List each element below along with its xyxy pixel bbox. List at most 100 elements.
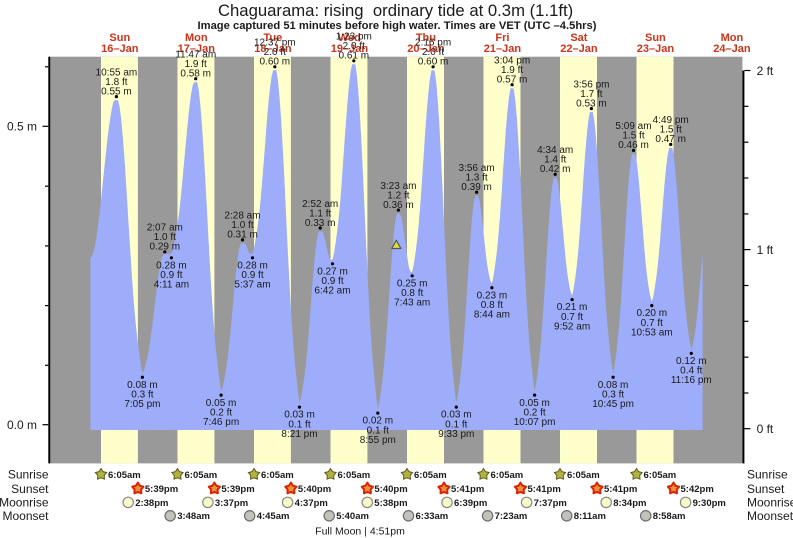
svg-text:0.3 ft: 0.3 ft (131, 389, 153, 400)
svg-text:Sun: Sun (645, 32, 666, 44)
svg-text:1.4 ft: 1.4 ft (544, 155, 566, 166)
svg-text:5:39pm: 5:39pm (145, 484, 178, 495)
svg-text:0.28 m: 0.28 m (156, 260, 187, 271)
svg-text:22–Jan: 22–Jan (560, 43, 598, 55)
svg-text:2:28 am: 2:28 am (224, 211, 260, 222)
svg-text:16–Jan: 16–Jan (101, 43, 139, 55)
svg-text:6:05am: 6:05am (491, 470, 524, 481)
svg-text:0.9 ft: 0.9 ft (241, 270, 263, 281)
svg-text:6:05am: 6:05am (644, 470, 677, 481)
svg-text:1.9 ft: 1.9 ft (185, 59, 207, 70)
svg-text:0.55 m: 0.55 m (101, 86, 132, 97)
svg-text:0.9 ft: 0.9 ft (160, 270, 182, 281)
svg-text:Moonset: Moonset (2, 509, 49, 523)
svg-text:5:39pm: 5:39pm (221, 484, 254, 495)
svg-text:1.8 ft: 1.8 ft (105, 77, 127, 88)
svg-text:Sunset: Sunset (11, 482, 49, 496)
svg-text:6:39pm: 6:39pm (454, 498, 487, 509)
svg-text:24–Jan: 24–Jan (713, 43, 751, 55)
svg-text:1.2 ft: 1.2 ft (387, 190, 409, 201)
svg-text:2.0 ft: 2.0 ft (343, 41, 365, 52)
svg-text:0.4 ft: 0.4 ft (680, 366, 702, 377)
svg-text:2:52 am: 2:52 am (302, 199, 338, 210)
svg-text:0.57 m: 0.57 m (497, 75, 528, 86)
svg-text:9:52 am: 9:52 am (554, 321, 590, 332)
svg-text:0.7 ft: 0.7 ft (641, 318, 663, 329)
svg-text:2:38pm: 2:38pm (135, 498, 168, 509)
svg-text:11:47 am: 11:47 am (175, 50, 216, 61)
svg-text:Moonset: Moonset (747, 509, 793, 523)
svg-text:0.1 ft: 0.1 ft (367, 425, 389, 436)
svg-text:3:56 pm: 3:56 pm (573, 79, 609, 90)
svg-text:4:49 pm: 4:49 pm (653, 115, 689, 126)
svg-text:Chaguarama: rising ordinary t: Chaguarama: rising ordinary tide at 0.3m… (218, 1, 573, 20)
svg-text:6:05am: 6:05am (414, 470, 447, 481)
svg-text:0.23 m: 0.23 m (477, 290, 508, 301)
svg-text:Tue: Tue (264, 32, 283, 44)
svg-text:0.20 m: 0.20 m (637, 308, 668, 319)
svg-text:8:34pm: 8:34pm (613, 498, 646, 509)
svg-text:1.9 ft: 1.9 ft (501, 65, 523, 76)
svg-text:5:40pm: 5:40pm (374, 484, 407, 495)
svg-text:0.42 m: 0.42 m (540, 164, 571, 175)
svg-text:Moonrise: Moonrise (0, 496, 49, 510)
svg-text:1.0 ft: 1.0 ft (231, 220, 253, 231)
svg-text:8:21 pm: 8:21 pm (281, 429, 317, 440)
svg-text:6:05am: 6:05am (185, 470, 218, 481)
svg-text:5:41pm: 5:41pm (528, 484, 561, 495)
svg-text:Sun: Sun (109, 32, 130, 44)
svg-text:0.8 ft: 0.8 ft (481, 300, 503, 311)
svg-text:5:40am: 5:40am (336, 511, 369, 522)
svg-text:2.0 ft: 2.0 ft (264, 47, 286, 58)
svg-text:0 ft: 0 ft (757, 422, 774, 436)
svg-text:12:37 pm: 12:37 pm (254, 38, 296, 49)
svg-text:0.28 m: 0.28 m (237, 260, 268, 271)
svg-text:Image captured 51 minutes befo: Image captured 51 minutes before high wa… (198, 20, 597, 32)
svg-text:0.2 ft: 0.2 ft (210, 407, 232, 418)
svg-text:Full Moon | 4:51pm: Full Moon | 4:51pm (315, 525, 405, 537)
svg-text:10:45 pm: 10:45 pm (592, 399, 634, 410)
svg-text:0.02 m: 0.02 m (363, 416, 394, 427)
svg-text:0.21 m: 0.21 m (557, 302, 588, 313)
svg-text:8:55 pm: 8:55 pm (360, 435, 396, 446)
svg-text:5:41pm: 5:41pm (451, 484, 484, 495)
svg-text:0.0 m: 0.0 m (7, 418, 37, 432)
svg-text:3:04 pm: 3:04 pm (494, 56, 530, 67)
svg-text:5:38pm: 5:38pm (374, 498, 407, 509)
svg-text:6:05am: 6:05am (261, 470, 294, 481)
svg-text:0.1 ft: 0.1 ft (445, 419, 467, 430)
svg-text:Moonrise: Moonrise (747, 496, 793, 510)
svg-text:Wed: Wed (338, 32, 361, 44)
svg-text:3:48am: 3:48am (177, 511, 210, 522)
svg-text:0.2 ft: 0.2 ft (523, 407, 545, 418)
svg-text:7:46 pm: 7:46 pm (203, 417, 239, 428)
svg-text:10:07 pm: 10:07 pm (514, 417, 556, 428)
svg-text:0.39 m: 0.39 m (461, 182, 492, 193)
svg-text:4:37pm: 4:37pm (295, 498, 328, 509)
svg-text:0.9 ft: 0.9 ft (321, 276, 343, 287)
svg-text:1 ft: 1 ft (757, 243, 774, 257)
svg-text:0.5 m: 0.5 m (7, 120, 37, 134)
svg-text:0.7 ft: 0.7 ft (561, 312, 583, 323)
svg-text:17–Jan: 17–Jan (178, 43, 216, 55)
svg-text:Sunrise: Sunrise (747, 468, 788, 482)
svg-text:3:23 am: 3:23 am (380, 181, 416, 192)
svg-text:Sunset: Sunset (747, 482, 785, 496)
svg-text:0.58 m: 0.58 m (180, 69, 211, 80)
svg-text:21–Jan: 21–Jan (484, 43, 522, 55)
svg-text:19–Jan: 19–Jan (331, 43, 369, 55)
svg-text:0.60 m: 0.60 m (418, 57, 449, 68)
svg-text:6:05am: 6:05am (567, 470, 600, 481)
svg-text:1.3 ft: 1.3 ft (465, 173, 487, 184)
svg-text:7:37pm: 7:37pm (534, 498, 567, 509)
svg-text:0.05 m: 0.05 m (206, 398, 237, 409)
svg-text:Fri: Fri (495, 32, 509, 44)
svg-text:0.60 m: 0.60 m (260, 57, 291, 68)
svg-text:6:05am: 6:05am (108, 470, 141, 481)
svg-text:3:37pm: 3:37pm (215, 498, 248, 509)
svg-text:Sat: Sat (570, 32, 587, 44)
svg-text:5:37 am: 5:37 am (234, 280, 270, 291)
svg-text:1.7 ft: 1.7 ft (580, 89, 602, 100)
svg-text:10:53 am: 10:53 am (631, 327, 673, 338)
svg-text:2:07 am: 2:07 am (147, 223, 183, 234)
